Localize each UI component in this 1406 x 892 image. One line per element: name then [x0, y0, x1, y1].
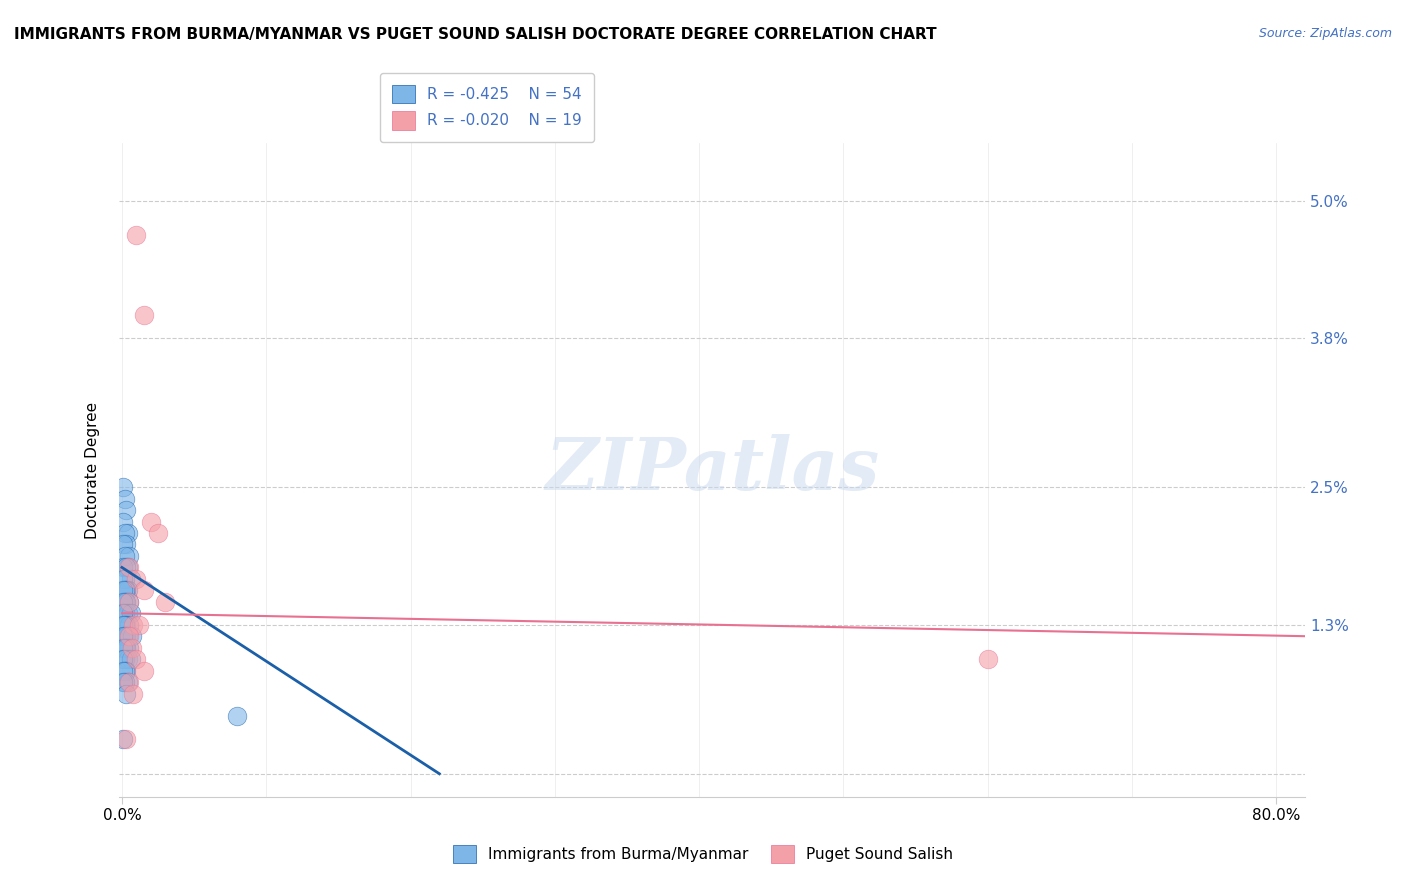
Y-axis label: Doctorate Degree: Doctorate Degree	[86, 401, 100, 539]
Point	[112, 629, 135, 643]
Point	[146, 526, 169, 541]
Point	[112, 595, 135, 609]
Point	[117, 607, 139, 621]
Point	[132, 583, 155, 598]
Point	[139, 515, 162, 529]
Legend: R = -0.425    N = 54, R = -0.020    N = 19: R = -0.425 N = 54, R = -0.020 N = 19	[380, 72, 593, 142]
Point	[112, 675, 135, 690]
Point	[114, 664, 136, 678]
Point	[115, 560, 138, 574]
Point	[114, 526, 136, 541]
Point	[112, 572, 135, 586]
Point	[112, 537, 135, 551]
Point	[112, 664, 135, 678]
Point	[155, 595, 177, 609]
Point	[114, 640, 136, 655]
Point	[115, 732, 138, 747]
Text: ZIPatlas: ZIPatlas	[546, 434, 879, 506]
Point	[125, 652, 148, 666]
Point	[112, 583, 135, 598]
Point	[117, 560, 139, 574]
Point	[122, 617, 145, 632]
Point	[118, 595, 141, 609]
Point	[114, 675, 136, 690]
Point	[118, 640, 141, 655]
Point	[112, 652, 135, 666]
Point	[226, 709, 249, 723]
Point	[132, 308, 155, 322]
Point	[115, 629, 138, 643]
Point	[114, 583, 136, 598]
Point	[122, 686, 145, 700]
Point	[120, 652, 142, 666]
Point	[114, 607, 136, 621]
Point	[125, 227, 148, 242]
Point	[118, 617, 141, 632]
Point	[117, 583, 139, 598]
Point	[118, 675, 141, 690]
Point	[114, 595, 136, 609]
Point	[128, 617, 150, 632]
Point	[114, 549, 136, 563]
Point	[115, 686, 138, 700]
Point	[115, 595, 138, 609]
Point	[114, 572, 136, 586]
Point	[112, 607, 135, 621]
Point	[132, 664, 155, 678]
Point	[117, 652, 139, 666]
Point	[120, 607, 142, 621]
Point	[112, 732, 135, 747]
Point	[121, 640, 143, 655]
Point	[118, 549, 141, 563]
Point	[114, 491, 136, 506]
Point	[112, 617, 135, 632]
Point	[121, 629, 143, 643]
Point	[120, 572, 142, 586]
Point	[118, 629, 141, 643]
Point	[112, 515, 135, 529]
Point	[114, 629, 136, 643]
Point	[115, 664, 138, 678]
Point	[114, 652, 136, 666]
Point	[976, 652, 998, 666]
Point	[112, 640, 135, 655]
Point	[112, 560, 135, 574]
Point	[115, 503, 138, 517]
Point	[115, 537, 138, 551]
Point	[112, 480, 135, 494]
Point	[118, 560, 141, 574]
Point	[117, 675, 139, 690]
Point	[115, 640, 138, 655]
Point	[114, 617, 136, 632]
Point	[117, 526, 139, 541]
Point	[115, 583, 138, 598]
Point	[118, 595, 141, 609]
Text: IMMIGRANTS FROM BURMA/MYANMAR VS PUGET SOUND SALISH DOCTORATE DEGREE CORRELATION: IMMIGRANTS FROM BURMA/MYANMAR VS PUGET S…	[14, 27, 936, 42]
Point	[125, 572, 148, 586]
Point	[117, 629, 139, 643]
Legend: Immigrants from Burma/Myanmar, Puget Sound Salish: Immigrants from Burma/Myanmar, Puget Sou…	[440, 832, 966, 875]
Point	[115, 617, 138, 632]
Text: Source: ZipAtlas.com: Source: ZipAtlas.com	[1258, 27, 1392, 40]
